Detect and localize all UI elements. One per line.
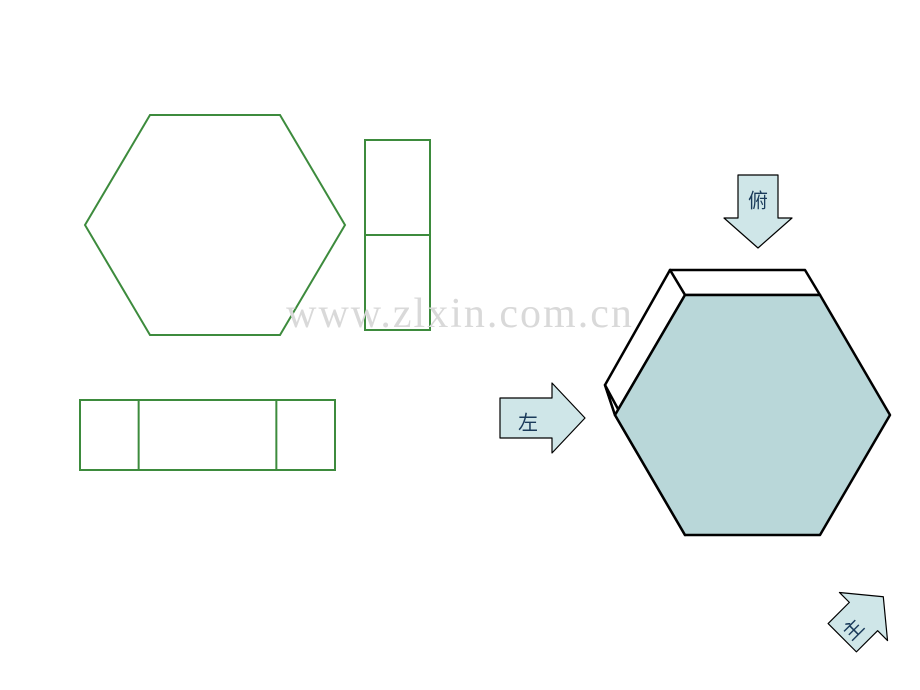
arrow-left-view: 左: [500, 383, 585, 453]
arrow-left-view-shape: [500, 383, 585, 453]
arrow-front-view: 主: [828, 592, 887, 651]
diagram-canvas: 俯左主: [0, 0, 920, 690]
top-view-rect: [80, 400, 335, 470]
arrow-top-view-label: 俯: [748, 190, 768, 213]
arrow-top-view: 俯: [724, 175, 792, 248]
solid-top-face: [670, 270, 820, 295]
front-view-hexagon: [85, 115, 345, 335]
arrow-left-view-label: 左: [518, 412, 538, 435]
